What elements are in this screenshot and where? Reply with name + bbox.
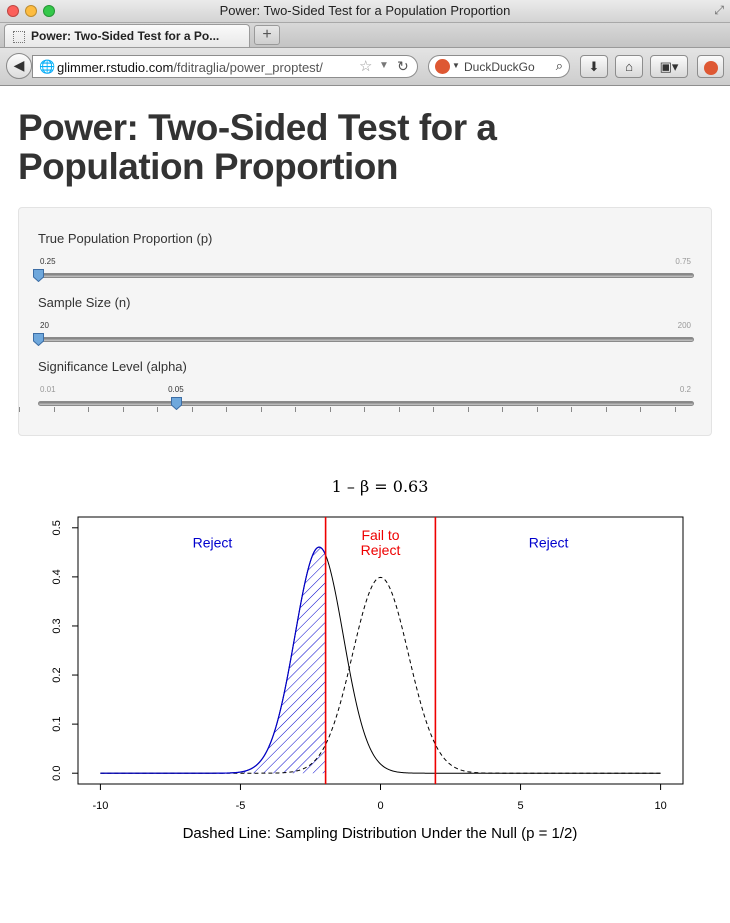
x-tick-label: 10 [654, 800, 666, 812]
y-tick-label: 0.4 [51, 569, 63, 584]
y-axis: 0.0 0.1 0.2 0.3 0.4 0.5 [51, 520, 79, 781]
region-label-fail-reject: Reject [361, 542, 401, 558]
slider-value-alpha: 0.05 [168, 385, 184, 394]
x-tick-label: 5 [517, 800, 523, 812]
slider-tick [19, 407, 20, 412]
slider-panel: True Population Proportion (p) 0.25 0.75… [18, 207, 712, 436]
y-tick-label: 0.3 [51, 618, 63, 633]
minimize-window-button[interactable] [25, 5, 37, 17]
slider-tick [226, 407, 227, 412]
url-path: /fditraglia/power_proptest/ [173, 60, 323, 75]
url-history-dropdown-icon[interactable]: ▼ [379, 60, 389, 71]
tab-label: Power: Two-Sided Test for a Po... [31, 29, 220, 43]
null-distribution-curve [100, 576, 661, 774]
slider-tick [191, 407, 193, 412]
x-tick-label: -10 [92, 800, 108, 812]
search-icon[interactable]: ⌕ [555, 58, 563, 73]
new-tab-button[interactable]: + [254, 25, 280, 45]
y-tick-label: 0.0 [51, 766, 63, 781]
slider-label-alpha: Significance Level (alpha) [38, 359, 187, 374]
slider-tick [467, 407, 469, 412]
reject-left-curve-overlay [100, 546, 327, 774]
duckduckgo-addon-button[interactable] [697, 55, 724, 78]
bookmarks-button[interactable]: ▣▾ [650, 55, 688, 78]
slider-max-sample-size: 200 [677, 321, 691, 330]
zoom-window-button[interactable] [43, 5, 55, 17]
search-bar[interactable]: ▼ DuckDuckGo ⌕ [428, 55, 570, 78]
x-axis-label: Dashed Line: Sampling Distribution Under… [183, 825, 578, 842]
region-label-fail-to: Fail to [361, 527, 399, 543]
navigation-toolbar: 🌐 glimmer.rstudio.com/fditraglia/power_p… [0, 48, 730, 86]
alternative-distribution-curve [100, 546, 661, 774]
page-title: Power: Two-Sided Test for a Population P… [18, 107, 497, 187]
address-bar[interactable]: 🌐 glimmer.rstudio.com/fditraglia/power_p… [32, 55, 418, 78]
slider-handle-sample-size[interactable] [33, 333, 44, 346]
region-label-reject-right: Reject [529, 535, 569, 551]
region-label-reject-left: Reject [193, 535, 233, 551]
url-text: glimmer.rstudio.com/fditraglia/power_pro… [57, 60, 323, 75]
slider-tick [88, 407, 89, 412]
x-tick-label: 0 [377, 800, 383, 812]
power-shaded-region [100, 547, 326, 774]
slider-max-proportion: 0.75 [675, 257, 691, 266]
slider-label-proportion: True Population Proportion (p) [38, 231, 213, 246]
slider-tick [53, 407, 55, 412]
search-engine-placeholder: DuckDuckGo [464, 60, 535, 74]
slider-label-sample-size: Sample Size (n) [38, 295, 131, 310]
slider-tick [157, 407, 158, 412]
duckduckgo-logo-icon [435, 59, 450, 74]
slider-tick [398, 407, 400, 412]
slider-tick [329, 407, 331, 412]
duckduckgo-addon-icon [703, 60, 718, 75]
globe-icon: 🌐 [39, 59, 56, 74]
bookmarks-icon: ▣▾ [659, 59, 679, 74]
slider-tick [260, 407, 262, 412]
tab-bar: Power: Two-Sided Test for a Po... + [0, 23, 730, 48]
slider-value-proportion: 0.25 [40, 257, 56, 266]
slider-tick [571, 407, 572, 412]
slider-tick [502, 407, 503, 412]
slider-tick [122, 407, 124, 412]
plot-title: 1 – β = 0.63 [332, 477, 429, 496]
reload-icon[interactable]: ↻ [397, 58, 409, 74]
back-button[interactable]: ◀ [6, 53, 32, 79]
bookmark-star-icon[interactable]: ☆ [359, 58, 373, 75]
slider-tick [364, 407, 365, 412]
slider-tick [640, 407, 641, 412]
power-plot: 1 – β = 0.63 -10 -5 0 5 10 0.00.10.20.30.40.… [51, 477, 684, 842]
downloads-button[interactable]: ⬇ [580, 55, 608, 78]
slider-tick [433, 407, 434, 412]
home-button[interactable]: ⌂ [615, 55, 643, 78]
slider-value-sample-size: 20 [40, 321, 49, 330]
slider-tick [674, 407, 676, 412]
slider-tick [295, 407, 296, 412]
search-engine-dropdown-icon[interactable]: ▼ [452, 61, 460, 70]
close-window-button[interactable] [7, 5, 19, 17]
x-axis: -10 -5 0 5 10 [92, 783, 667, 812]
x-tick-label: -5 [236, 800, 246, 812]
download-arrow-icon: ⬇ [588, 59, 600, 74]
window-title: Power: Two-Sided Test for a Population P… [219, 3, 511, 18]
url-host: glimmer.rstudio.com [57, 60, 174, 75]
slider-track-alpha[interactable] [38, 401, 694, 406]
page-favicon-icon [13, 31, 25, 43]
slider-min-alpha: 0.01 [40, 385, 56, 394]
home-icon: ⌂ [625, 59, 633, 74]
slider-tick [605, 407, 607, 412]
y-tick-label: 0.5 [51, 520, 63, 535]
slider-handle-alpha[interactable] [171, 397, 183, 410]
fullscreen-icon[interactable]: ⤢ [714, 3, 724, 17]
slider-tick [536, 407, 538, 412]
window-titlebar: Power: Two-Sided Test for a Population P… [0, 0, 730, 23]
y-tick-label: 0.1 [51, 716, 63, 731]
y-tick-label: 0.2 [51, 667, 63, 682]
tab-active[interactable]: Power: Two-Sided Test for a Po... [4, 24, 250, 47]
page-content: Power: Two-Sided Test for a Population P… [0, 86, 730, 923]
slider-ticks-alpha [19, 407, 679, 413]
slider-max-alpha: 0.2 [679, 385, 691, 394]
slider-handle-proportion[interactable] [33, 269, 44, 282]
